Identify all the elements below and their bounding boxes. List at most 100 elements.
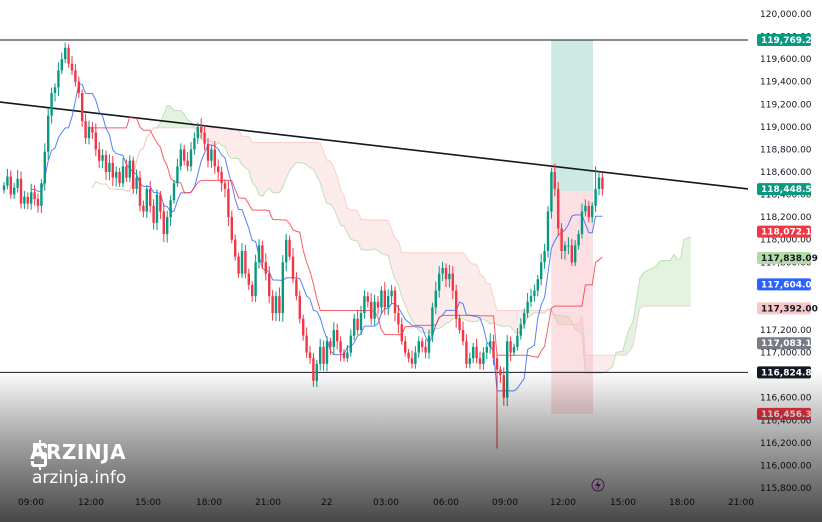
candle[interactable]	[468, 358, 471, 364]
candle[interactable]	[404, 341, 407, 353]
candle[interactable]	[115, 172, 118, 178]
candle[interactable]	[295, 279, 298, 297]
candle[interactable]	[417, 341, 420, 353]
candle[interactable]	[254, 262, 257, 297]
candle[interactable]	[329, 341, 332, 347]
candle[interactable]	[19, 178, 23, 204]
candle[interactable]	[587, 205, 590, 218]
candle[interactable]	[213, 149, 216, 167]
candle[interactable]	[506, 341, 509, 398]
candle[interactable]	[30, 192, 33, 204]
candle[interactable]	[166, 217, 169, 235]
candle[interactable]	[567, 245, 570, 247]
candle[interactable]	[237, 256, 240, 274]
candle[interactable]	[64, 47, 67, 60]
candle[interactable]	[400, 324, 403, 342]
candle[interactable]	[159, 194, 162, 212]
candle[interactable]	[597, 177, 601, 189]
candle[interactable]	[312, 358, 315, 381]
trendline[interactable]	[0, 101, 749, 190]
candle[interactable]	[196, 126, 199, 139]
candle[interactable]	[434, 290, 437, 308]
candle[interactable]	[2, 185, 6, 191]
candle[interactable]	[13, 187, 16, 195]
candle[interactable]	[363, 296, 366, 314]
candle[interactable]	[121, 166, 125, 184]
candle[interactable]	[223, 183, 227, 189]
candle[interactable]	[370, 301, 373, 319]
candle[interactable]	[230, 217, 233, 240]
candle[interactable]	[264, 262, 267, 274]
candle[interactable]	[601, 177, 604, 189]
candle[interactable]	[574, 245, 577, 263]
candle[interactable]	[424, 346, 427, 353]
candle[interactable]	[557, 188, 560, 229]
candle[interactable]	[220, 172, 223, 184]
candle[interactable]	[26, 196, 29, 204]
candle[interactable]	[203, 132, 206, 144]
candle[interactable]	[455, 290, 458, 319]
candle[interactable]	[332, 330, 335, 347]
candle[interactable]	[492, 341, 495, 359]
candle[interactable]	[359, 313, 363, 330]
candle[interactable]	[172, 183, 176, 201]
candle[interactable]	[16, 178, 19, 188]
candle[interactable]	[125, 166, 128, 178]
candle[interactable]	[540, 262, 543, 280]
candle[interactable]	[81, 93, 84, 122]
candle[interactable]	[271, 296, 274, 314]
candle[interactable]	[475, 346, 478, 359]
candle[interactable]	[499, 369, 502, 376]
candle[interactable]	[584, 205, 587, 212]
candle[interactable]	[390, 290, 393, 297]
candle[interactable]	[346, 352, 349, 359]
candle[interactable]	[91, 126, 94, 133]
candle[interactable]	[257, 245, 261, 263]
candle[interactable]	[366, 296, 369, 302]
candle[interactable]	[519, 324, 522, 336]
candle[interactable]	[546, 211, 550, 252]
candle[interactable]	[482, 352, 485, 364]
candle[interactable]	[305, 335, 308, 353]
candle[interactable]	[461, 330, 465, 342]
candle[interactable]	[67, 47, 70, 64]
candle[interactable]	[77, 81, 80, 93]
candle[interactable]	[431, 307, 434, 336]
candle[interactable]	[70, 63, 74, 71]
candle[interactable]	[227, 188, 230, 218]
candle[interactable]	[509, 341, 512, 353]
candle[interactable]	[397, 313, 400, 325]
candle[interactable]	[155, 194, 159, 223]
candle[interactable]	[502, 375, 505, 398]
candle[interactable]	[373, 301, 376, 319]
candle[interactable]	[145, 188, 148, 212]
candle[interactable]	[251, 284, 254, 297]
candle[interactable]	[179, 149, 182, 167]
candle[interactable]	[94, 132, 97, 150]
candle[interactable]	[472, 346, 475, 359]
candle[interactable]	[529, 296, 533, 302]
candle[interactable]	[176, 166, 179, 184]
candle[interactable]	[6, 176, 9, 186]
candle[interactable]	[33, 192, 36, 200]
candle[interactable]	[387, 296, 390, 308]
candle[interactable]	[247, 273, 250, 285]
candle[interactable]	[393, 290, 397, 314]
candle[interactable]	[451, 273, 454, 291]
candle[interactable]	[570, 245, 573, 263]
candle[interactable]	[322, 346, 325, 364]
candle[interactable]	[594, 188, 597, 206]
candle[interactable]	[57, 70, 60, 88]
candle[interactable]	[553, 172, 556, 189]
candle[interactable]	[43, 151, 46, 184]
candle[interactable]	[36, 199, 40, 206]
candle[interactable]	[135, 177, 138, 189]
candle[interactable]	[138, 177, 142, 206]
candle[interactable]	[550, 172, 553, 212]
candle[interactable]	[448, 273, 451, 280]
candle[interactable]	[101, 155, 104, 161]
candle[interactable]	[308, 352, 312, 359]
candle[interactable]	[217, 166, 220, 172]
candle[interactable]	[104, 155, 108, 172]
candle[interactable]	[315, 363, 318, 381]
